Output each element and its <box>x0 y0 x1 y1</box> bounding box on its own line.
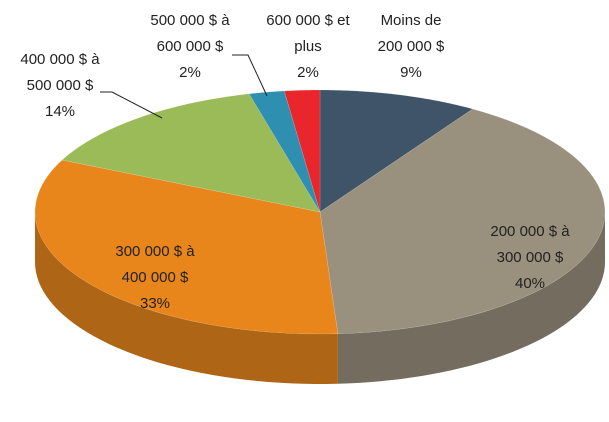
data-label-text: 200 000 $ à 300 000 $ 40% <box>486 219 574 297</box>
value-label: 2% <box>297 64 319 81</box>
value-label: 2% <box>179 64 201 81</box>
pie-slice <box>248 90 321 213</box>
value-label: 33% <box>139 295 171 312</box>
data-label: 500 000 $ à 600 000 $ 2% <box>146 8 234 86</box>
data-label-text: 400 000 $ à 500 000 $ 14% <box>16 47 104 125</box>
category-label: 600 000 $ et plus <box>266 12 350 55</box>
data-label: 300 000 $ à 400 000 $ 33% <box>111 239 199 317</box>
pie-slice <box>283 89 321 213</box>
leader-line <box>232 54 268 97</box>
data-label-text: 300 000 $ à 400 000 $ 33% <box>111 239 199 317</box>
category-label: Moins de 200 000 $ <box>377 12 445 55</box>
pie-slice <box>319 89 474 213</box>
leader-line <box>100 91 163 119</box>
data-label: 600 000 $ et plus 2% <box>264 8 352 86</box>
data-label-text: 500 000 $ à 600 000 $ 2% <box>146 8 234 86</box>
value-label: 40% <box>514 275 546 292</box>
data-label: 400 000 $ à 500 000 $ 14% <box>16 47 104 125</box>
pie-side <box>35 212 338 384</box>
value-label: 14% <box>44 103 76 120</box>
category-label: 300 000 $ à 400 000 $ <box>115 243 195 286</box>
pie-slice <box>319 108 606 335</box>
data-label: Moins de 200 000 $ 9% <box>367 8 455 86</box>
value-label: 9% <box>400 64 422 81</box>
category-label: 500 000 $ à 600 000 $ <box>150 12 230 55</box>
data-label: 200 000 $ à 300 000 $ 40% <box>486 219 574 297</box>
pie-slice <box>34 159 339 335</box>
pie-side <box>337 212 605 384</box>
category-label: 400 000 $ à 500 000 $ <box>20 51 100 94</box>
data-label-text: 600 000 $ et plus 2% <box>264 8 352 86</box>
pie-slice <box>61 93 321 213</box>
category-label: 200 000 $ à 300 000 $ <box>490 223 570 266</box>
data-label-text: Moins de 200 000 $ 9% <box>367 8 455 86</box>
